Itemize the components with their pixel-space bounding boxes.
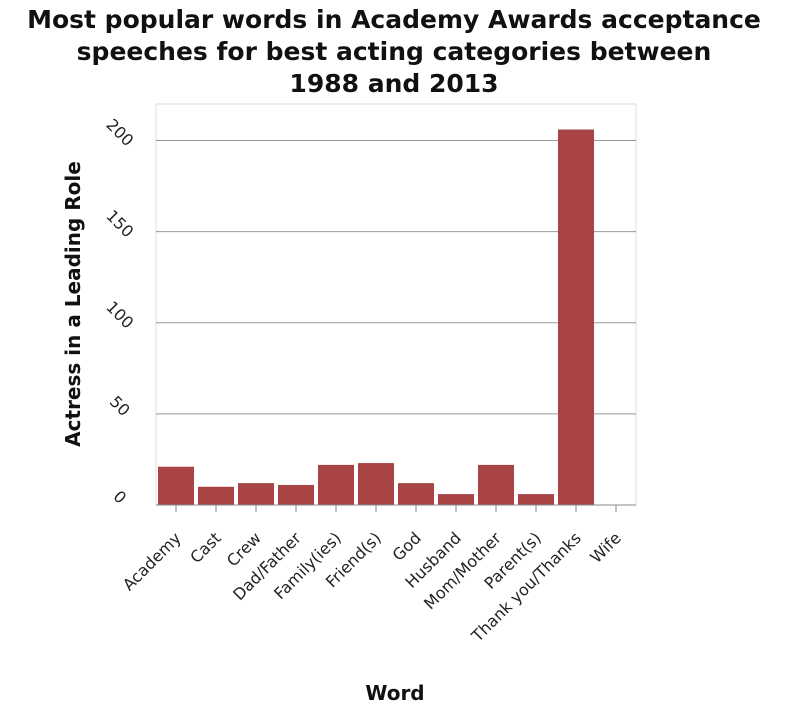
- x-tick-label: Wife: [586, 528, 624, 566]
- chart-title-line-2: speeches for best acting categories betw…: [76, 37, 712, 66]
- y-tick-label: 0: [110, 487, 131, 508]
- y-tick-label: 50: [106, 392, 134, 420]
- x-tick-label: Cast: [186, 528, 225, 567]
- chart-title-line-3: 1988 and 2013: [289, 69, 499, 98]
- chart-title-line-1: Most popular words in Academy Awards acc…: [27, 5, 761, 34]
- x-axis-title: Word: [365, 681, 424, 705]
- bar: [438, 494, 474, 505]
- bar: [478, 464, 514, 505]
- y-tick-label: 100: [102, 297, 137, 332]
- bar: [398, 483, 434, 505]
- x-axis: Academy CastCrewDad/FatherFamily(ies)Frie…: [119, 504, 636, 646]
- x-tick-label: Academy: [119, 528, 185, 594]
- bars: [158, 129, 594, 505]
- bar: [518, 494, 554, 505]
- bar: [318, 464, 354, 505]
- bar: [558, 129, 594, 505]
- bar: [278, 484, 314, 505]
- chart-title: Most popular words in Academy Awards acc…: [0, 4, 788, 100]
- y-axis-title: Actress in a Leading Role: [61, 161, 85, 447]
- y-axis: 0 50 100 150 200: [102, 115, 137, 507]
- bar: [198, 486, 234, 505]
- bar: [238, 483, 274, 505]
- bar: [158, 466, 194, 505]
- y-tick-label: 200: [102, 115, 137, 150]
- bar: [358, 463, 394, 505]
- y-tick-label: 150: [102, 206, 137, 241]
